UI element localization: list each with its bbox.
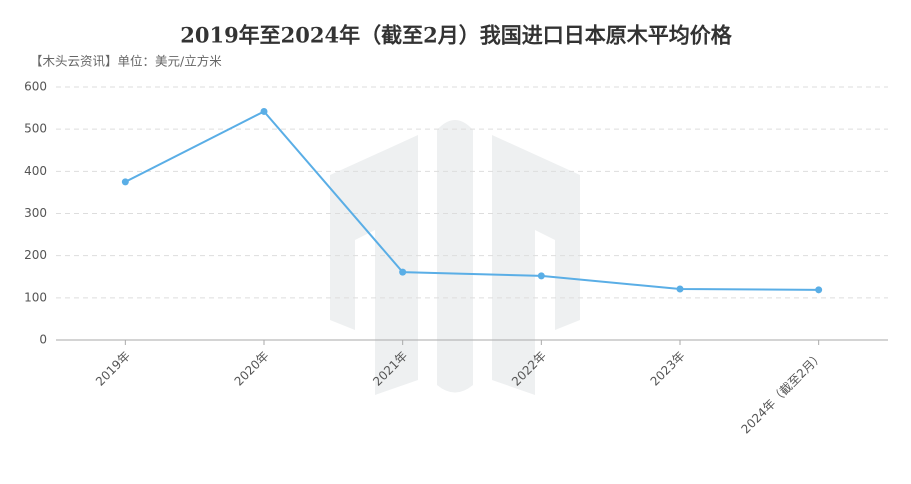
- point: [260, 107, 268, 115]
- y-tick-label: 0: [39, 333, 47, 347]
- point: [399, 268, 407, 276]
- point: [121, 178, 129, 186]
- point: [676, 285, 684, 293]
- chart-title: 2019年至2024年（截至2月）我国进口日本原木平均价格: [180, 23, 733, 48]
- y-tick-label: 300: [24, 206, 47, 220]
- watermark: [330, 120, 580, 395]
- y-tick-label: 500: [24, 122, 47, 136]
- y-tick-label: 600: [24, 80, 47, 94]
- y-tick-label: 200: [24, 248, 47, 262]
- x-tick-label: 2023年: [648, 349, 688, 389]
- point: [815, 286, 823, 294]
- line: [124, 110, 819, 291]
- chart-subtitle: 【木头云资讯】单位：美元/立方米: [30, 54, 222, 69]
- x-tick-label: 2020年: [232, 349, 272, 389]
- y-tick-label: 400: [24, 164, 47, 178]
- x-tick-label: 2019年: [93, 349, 133, 389]
- point: [537, 272, 545, 280]
- x-tick-label: 2024年（截至2月）: [738, 349, 826, 437]
- y-tick-label: 100: [24, 290, 47, 304]
